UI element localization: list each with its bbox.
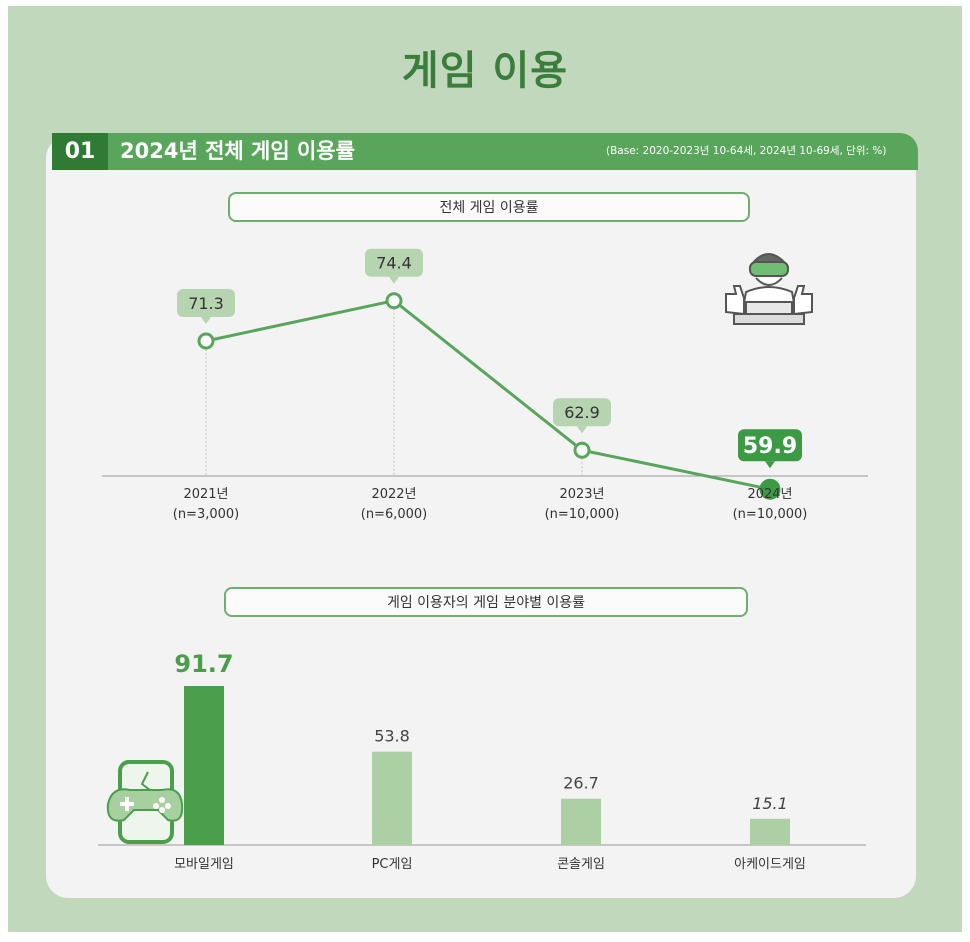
value-bubble (738, 429, 802, 462)
value-bubble-tail (389, 276, 399, 284)
value-label: 59.9 (743, 434, 797, 459)
value-label: 62.9 (564, 403, 600, 422)
x-tick-n: (n=6,000) (361, 507, 428, 522)
bar-category-label: 모바일게임 (174, 857, 234, 872)
bar-value-label: 15.1 (752, 794, 788, 813)
x-tick-n: (n=10,000) (733, 507, 808, 522)
bar-category-label: 아케이드게임 (734, 857, 806, 872)
x-tick-year: 2023년 (559, 487, 604, 502)
x-tick-n: (n=10,000) (545, 507, 620, 522)
bar (184, 686, 224, 845)
line-chart-layer: 71.3 2021년 (n=3,000) 74.4 2022년 (n=6,000) 62.9… (173, 248, 808, 522)
bar-value-label: 53.8 (374, 727, 410, 746)
x-tick-year: 2022년 (371, 487, 416, 502)
line-point (573, 441, 591, 459)
page-title: 게임 이용 (401, 48, 569, 94)
bar (750, 818, 790, 845)
bar-category-label: 콘솔게임 (557, 857, 605, 872)
line-series (205, 299, 771, 491)
x-tick-year: 2021년 (183, 487, 228, 502)
x-tick-year: 2024년 (747, 487, 792, 502)
value-bubble (553, 398, 611, 427)
bar (372, 751, 412, 845)
section-number: 01 (52, 133, 108, 170)
value-bubble-tail (577, 426, 587, 434)
value-label: 71.3 (188, 294, 224, 313)
value-bubble (365, 248, 423, 277)
bar-chart-title: 게임 이용자의 게임 분야별 이용률 (224, 587, 748, 617)
value-bubble (177, 289, 235, 317)
bar-category-label: PC게임 (372, 857, 413, 872)
x-tick-n: (n=3,000) (173, 507, 240, 522)
value-label: 74.4 (376, 254, 412, 273)
bar-chart-layer: 91.7 모바일게임 53.8 PC게임 26.7 콘솔게임 15.1 아케이드게임 (174, 650, 806, 872)
bar-value-label: 91.7 (174, 650, 233, 678)
section-title: 2024년 전체 게임 이용률 (120, 139, 355, 163)
bar-value-label: 26.7 (563, 774, 599, 793)
line-point (385, 292, 403, 310)
mobile-gamepad-icon (106, 760, 184, 844)
section-header-bar (52, 133, 918, 170)
value-bubble-tail (201, 317, 211, 324)
base-note: (Base: 2020-2023년 10-64세, 2024년 10-69세, … (606, 145, 887, 157)
bar (561, 798, 601, 845)
line-point (759, 478, 781, 500)
gamer-with-vr-headset-icon (725, 253, 813, 325)
line-point (197, 332, 215, 350)
value-bubble-tail (765, 461, 775, 469)
line-chart-title: 전체 게임 이용률 (228, 192, 750, 222)
